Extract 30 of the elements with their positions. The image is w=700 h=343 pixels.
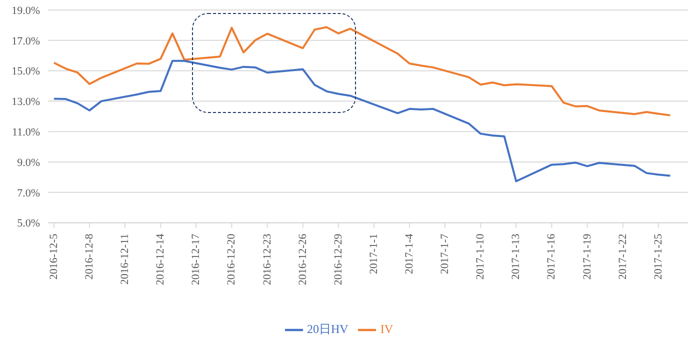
x-tick-label: 2017-1-16 — [546, 233, 558, 280]
x-tick-label: 2017-1-25 — [652, 233, 664, 280]
x-tick-label: 2016-12-5 — [48, 233, 60, 280]
legend-label: IV — [380, 322, 393, 336]
y-tick-label: 11.0% — [12, 126, 40, 138]
y-tick-label: 17.0% — [12, 35, 40, 48]
x-tick-label: 2017-1-22 — [616, 234, 629, 280]
y-tick-label: 13.0% — [12, 96, 40, 108]
x-tick-label: 2017-1-1 — [368, 234, 380, 274]
x-tick-label: 2016-12-29 — [332, 233, 344, 286]
y-tick-label: 15.0% — [12, 66, 40, 78]
x-tick-label: 2016-12-8 — [83, 233, 96, 280]
x-tick-label: 2016-12-26 — [296, 233, 309, 286]
x-tick-label: 2017-1-7 — [439, 233, 452, 274]
y-tick-label: 5.0% — [17, 218, 40, 230]
x-tick-label: 2016-12-17 — [190, 233, 202, 286]
line-series — [52, 26, 672, 116]
x-tick-label: 2017-1-10 — [474, 233, 487, 280]
legend-label: 20日HV — [306, 322, 348, 336]
y-tick-label: 9.0% — [17, 156, 40, 169]
x-tick-label: 2016-12-20 — [226, 233, 238, 286]
x-tick-label: 2017-1-13 — [510, 233, 522, 280]
line-series — [52, 60, 672, 182]
y-tick-label: 19.0% — [12, 4, 40, 17]
x-tick-label: 2016-12-23 — [261, 233, 274, 286]
x-tick-label: 2017-1-19 — [581, 233, 594, 280]
y-tick-label: 7.0% — [17, 187, 40, 200]
x-tick-label: 2016-12-14 — [154, 233, 167, 286]
x-tick-label: 2016-12-11 — [119, 234, 132, 285]
x-tick-label: 2017-1-4 — [403, 233, 416, 274]
